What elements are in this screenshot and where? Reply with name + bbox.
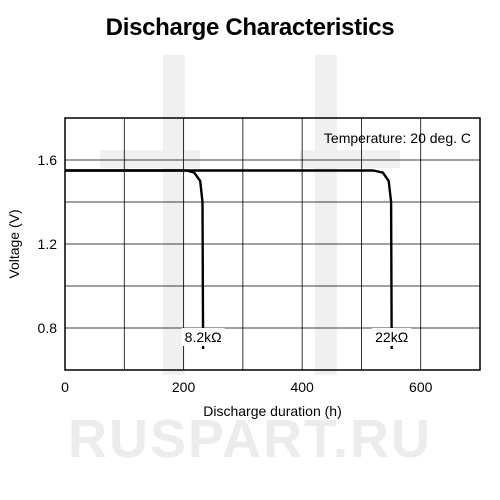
- y-tick-label: 1.6: [38, 152, 58, 168]
- y-tick-label: 0.8: [38, 320, 58, 336]
- plot-frame: [64, 117, 481, 371]
- x-tick-label: 600: [409, 379, 433, 395]
- x-axis-title: Discharge duration (h): [203, 403, 342, 419]
- series-label: 22kΩ: [375, 329, 408, 345]
- series-label-background: [181, 328, 225, 346]
- watermark-shape: [100, 55, 400, 375]
- x-tick-label: 0: [61, 379, 69, 395]
- series-label-background: [372, 328, 412, 346]
- chart-title: Discharge Characteristics: [105, 14, 395, 41]
- x-tick-label: 200: [172, 379, 196, 395]
- x-tick-label: 400: [290, 379, 314, 395]
- watermark-text: RUSPART.RU: [67, 409, 432, 469]
- tick-labels: 0 200 400 600 0.8 1.2 1.6: [38, 152, 433, 395]
- series-group: 8.2kΩ 22kΩ: [65, 169, 412, 350]
- series-label: 8.2kΩ: [185, 329, 222, 345]
- series-line: [65, 169, 393, 350]
- y-axis-title: Voltage (V): [6, 209, 22, 278]
- temperature-annotation: Temperature: 20 deg. C: [324, 130, 471, 146]
- y-tick-label: 1.2: [38, 236, 58, 252]
